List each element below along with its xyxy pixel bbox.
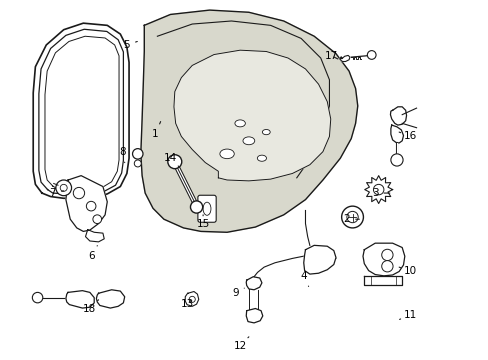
Ellipse shape	[257, 155, 266, 161]
Circle shape	[381, 249, 392, 261]
Polygon shape	[33, 23, 129, 198]
Text: 10: 10	[398, 266, 416, 276]
Polygon shape	[340, 55, 349, 62]
Circle shape	[381, 261, 392, 272]
Text: 13: 13	[181, 299, 194, 309]
Ellipse shape	[243, 137, 254, 145]
Polygon shape	[96, 290, 124, 308]
Polygon shape	[85, 230, 104, 242]
Polygon shape	[364, 176, 392, 203]
Polygon shape	[185, 292, 198, 306]
Text: 8: 8	[119, 147, 125, 163]
Circle shape	[346, 211, 358, 223]
Text: 5: 5	[123, 40, 137, 50]
Text: 6: 6	[88, 246, 97, 261]
Circle shape	[32, 292, 43, 303]
Polygon shape	[141, 10, 357, 232]
Text: 16: 16	[398, 131, 416, 141]
Text: 14: 14	[163, 153, 179, 167]
Circle shape	[390, 154, 402, 166]
Circle shape	[167, 155, 182, 169]
Circle shape	[60, 184, 67, 191]
Text: 9: 9	[232, 288, 244, 298]
Circle shape	[190, 201, 202, 213]
Polygon shape	[390, 125, 403, 143]
Ellipse shape	[262, 130, 270, 135]
Circle shape	[86, 201, 96, 211]
Ellipse shape	[220, 149, 234, 159]
Circle shape	[189, 296, 195, 302]
Circle shape	[373, 184, 383, 195]
Polygon shape	[389, 107, 406, 125]
FancyBboxPatch shape	[198, 195, 216, 222]
Text: 11: 11	[399, 310, 416, 320]
Polygon shape	[39, 29, 123, 194]
Circle shape	[134, 160, 141, 167]
Polygon shape	[45, 36, 119, 190]
Circle shape	[366, 51, 375, 59]
Ellipse shape	[234, 120, 245, 127]
Polygon shape	[362, 243, 404, 276]
Text: 7: 7	[49, 188, 63, 198]
Circle shape	[73, 188, 84, 199]
Polygon shape	[66, 176, 107, 231]
Polygon shape	[246, 309, 262, 323]
Polygon shape	[174, 50, 330, 181]
Circle shape	[132, 149, 142, 159]
Text: 15: 15	[196, 215, 209, 229]
Polygon shape	[303, 246, 335, 274]
Polygon shape	[246, 277, 262, 290]
Text: 18: 18	[83, 300, 99, 314]
Text: 4: 4	[299, 271, 308, 287]
Circle shape	[341, 206, 363, 228]
Text: 12: 12	[233, 337, 248, 351]
Polygon shape	[364, 276, 401, 285]
Text: 3: 3	[371, 188, 389, 198]
Text: 2: 2	[343, 214, 359, 224]
Text: 1: 1	[152, 122, 160, 139]
Circle shape	[56, 180, 71, 196]
Polygon shape	[66, 291, 94, 308]
Ellipse shape	[203, 202, 210, 215]
Text: 17: 17	[325, 51, 338, 61]
Circle shape	[93, 215, 102, 224]
